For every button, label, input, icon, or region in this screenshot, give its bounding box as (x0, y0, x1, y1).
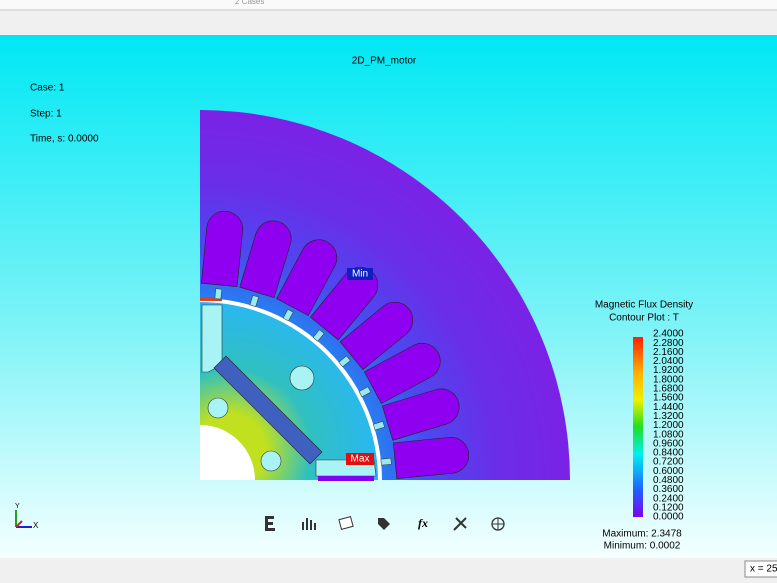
slot (338, 301, 414, 370)
legend-tick: 0.1200 (653, 502, 684, 513)
toolbar (0, 0, 777, 10)
legend-maximum: Maximum: 2.3478 (602, 529, 682, 540)
legend-tick: 0.3600 (653, 484, 684, 495)
magnet-edge (318, 476, 374, 481)
legend-tick: 1.9200 (653, 365, 684, 376)
legend-tick: 0.8400 (653, 448, 684, 459)
shaft (200, 425, 255, 480)
case-label: Case: 1 (30, 83, 65, 94)
icon-function[interactable]: fx (418, 516, 428, 530)
slot-opening (338, 355, 351, 368)
coordinate-box (744, 560, 777, 578)
icon-globe[interactable] (491, 517, 505, 531)
legend-tick: 2.4000 (653, 329, 684, 340)
legend-tick: 1.6800 (653, 384, 684, 395)
slot-opening (358, 386, 372, 398)
legend-tick: 0.9600 (653, 438, 684, 449)
slot-opening (282, 308, 294, 322)
legend-tick: 0.4800 (653, 475, 684, 486)
coil (363, 342, 441, 404)
icon-histogram[interactable] (302, 518, 316, 530)
hole (289, 365, 315, 391)
slot (372, 388, 460, 441)
coordinate: x = 25 (750, 564, 777, 575)
axis-triad: Y X (15, 503, 39, 530)
legend-tick: 0.7200 (653, 457, 684, 468)
slot (200, 211, 243, 300)
magnet (213, 355, 323, 465)
coil (392, 437, 469, 480)
slot (358, 342, 441, 404)
icon-report[interactable] (338, 516, 354, 530)
rotor (200, 302, 378, 480)
model-title: 2D_PM_motor (352, 56, 417, 67)
case-count: 2 Cases (235, 0, 264, 6)
slot (276, 239, 338, 322)
legend-tick: 2.0400 (653, 356, 684, 367)
legend-tick: 1.4400 (653, 402, 684, 413)
slot-opening (249, 295, 259, 308)
time-label: Time, s: 0.0000 (30, 134, 99, 145)
motor-plot (200, 110, 570, 481)
legend-title: Magnetic Flux Density (595, 300, 693, 311)
slot-opening (380, 457, 392, 466)
legend-minimum: Minimum: 0.0002 (604, 541, 681, 552)
slot-opening (372, 421, 385, 431)
legend-tick: 1.8000 (653, 374, 684, 385)
max-label: Max (351, 454, 370, 465)
legend-tick: 0.0000 (653, 512, 684, 523)
hole (207, 397, 229, 419)
legend-tick: 1.0800 (653, 429, 684, 440)
min-label: Min (352, 269, 368, 280)
legend-tick: 1.3200 (653, 411, 684, 422)
slot-opening (312, 329, 325, 342)
legend-tick: 1.2000 (653, 420, 684, 431)
max-marker (346, 453, 374, 465)
legend-tick: 0.6000 (653, 466, 684, 477)
axis-y: Y (15, 503, 20, 510)
icon-probe[interactable] (453, 517, 467, 531)
magnet-slot (201, 304, 223, 373)
coil (276, 239, 338, 317)
icon-tag[interactable] (378, 518, 390, 530)
color-bar (633, 337, 643, 517)
legend-tick: 0.2400 (653, 493, 684, 504)
min-marker (347, 268, 373, 280)
axis-x: X (33, 521, 39, 530)
hole (260, 450, 282, 472)
coil (239, 220, 292, 299)
icon-e[interactable] (265, 516, 275, 531)
status-bar (0, 558, 777, 583)
max-region (200, 297, 222, 301)
step-label: Step: 1 (30, 109, 62, 120)
legend-tick: 2.2800 (653, 338, 684, 349)
legend-tick: 2.1600 (653, 347, 684, 358)
bottom-toolbar: fx (265, 516, 505, 531)
coil (339, 301, 414, 370)
slot-opening (214, 288, 223, 300)
coil (200, 211, 243, 288)
legend-tick: 1.5600 (653, 393, 684, 404)
slot (380, 437, 469, 480)
legend-subtitle: Contour Plot : T (609, 313, 679, 324)
coil (381, 388, 460, 441)
slot (239, 220, 292, 308)
